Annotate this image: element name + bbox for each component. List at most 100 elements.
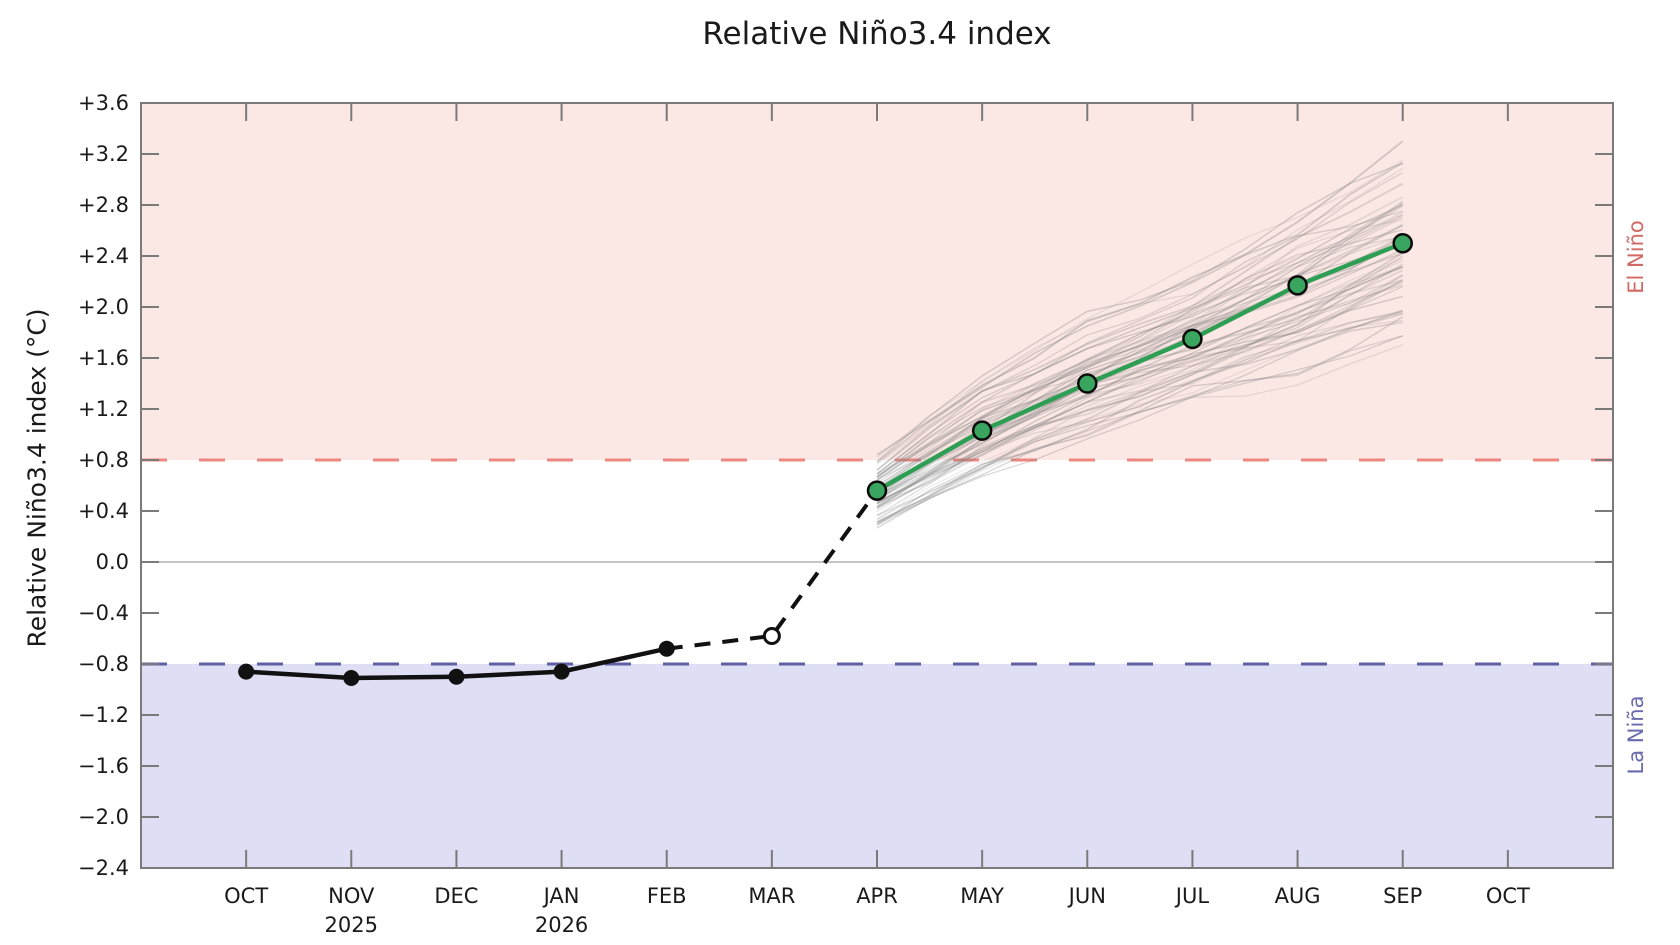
month-tick-label: JUL — [1174, 884, 1210, 908]
observed-point — [343, 670, 360, 687]
ensemble-member-line — [876, 263, 1404, 508]
ensemble-member-line — [876, 252, 1404, 500]
forecast-point — [1392, 233, 1413, 254]
ensemble-member-line — [876, 278, 1404, 503]
month-tick-label: FEB — [647, 884, 687, 908]
la-nina-region-label: La Niña — [1624, 695, 1648, 775]
ensemble-member-line — [876, 182, 1404, 471]
chart-title: Relative Niño3.4 index — [702, 16, 1052, 52]
la-nina-band — [141, 664, 1613, 868]
ensemble-member-line — [876, 266, 1404, 495]
month-tick-label: MAY — [960, 884, 1004, 908]
forecast-point — [1182, 328, 1203, 350]
forecast-point — [866, 480, 888, 501]
y-tick-label: +3.2 — [78, 142, 129, 166]
dashed-transition-line — [666, 489, 879, 651]
current-estimate-open-circle — [762, 626, 781, 645]
ensemble-member-line — [876, 321, 1403, 523]
forecast-mean-line — [874, 241, 1405, 493]
month-tick-label: DEC — [434, 884, 478, 908]
ensemble-member-line — [876, 257, 1403, 510]
y-tick-label: +0.4 — [78, 499, 129, 523]
ensemble-member-line — [876, 210, 1403, 475]
month-tick-label: JUN — [1067, 884, 1106, 908]
ensemble-member-line — [876, 310, 1403, 520]
ensemble-member-line — [876, 295, 1403, 505]
observed-point — [238, 663, 255, 680]
ensemble-member-line — [876, 255, 1404, 499]
y-tick-label: +2.4 — [78, 244, 129, 268]
month-tick-label: MAR — [748, 884, 795, 908]
ensemble-member-line — [876, 316, 1404, 529]
y-tick-label: −2.0 — [78, 805, 129, 829]
observed-point — [553, 663, 570, 680]
ensemble-member-line — [876, 284, 1403, 504]
y-tick-label: +1.2 — [78, 397, 129, 421]
month-tick-label: SEP — [1383, 884, 1422, 908]
y-tick-label: −1.6 — [78, 754, 129, 778]
y-tick-label: −2.4 — [78, 856, 129, 880]
y-axis-label: Relative Niño3.4 index (°C) — [22, 308, 52, 648]
ensemble-member-line — [876, 200, 1403, 487]
forecast-point — [1287, 275, 1308, 296]
forecast-point — [1077, 373, 1098, 394]
ensemble-member-line — [876, 286, 1403, 508]
ensemble-member-line — [876, 204, 1403, 475]
ensemble-member-line — [876, 214, 1403, 479]
ensemble-member-line — [876, 162, 1403, 462]
y-tick-label: 0.0 — [96, 550, 129, 574]
ensemble-member-line — [876, 280, 1404, 517]
ensemble-member-line — [876, 214, 1404, 478]
month-tick-label: APR — [856, 884, 898, 908]
y-tick-label: +2.8 — [78, 193, 129, 217]
ensemble-member-line — [876, 275, 1404, 510]
month-tick-label: OCT — [224, 884, 268, 908]
ensemble-member-line — [876, 218, 1403, 478]
ensemble-member-line — [876, 335, 1403, 526]
el-nino-region-label: El Niño — [1624, 220, 1648, 294]
el-nino-band — [141, 103, 1613, 460]
ensemble-member-line — [876, 236, 1403, 489]
ensemble-member-line — [876, 281, 1403, 504]
ensemble-member-line — [876, 196, 1404, 475]
ensemble-member-line — [876, 224, 1404, 481]
ensemble-member-line — [876, 251, 1404, 497]
ensemble-member-line — [876, 265, 1404, 508]
month-tick-label: AUG — [1275, 884, 1321, 908]
ensemble-member-line — [876, 311, 1403, 524]
y-tick-label: −1.2 — [78, 703, 129, 727]
ensemble-member-line — [876, 309, 1403, 520]
ensemble-member-line — [876, 269, 1404, 504]
year-tick-label: 2025 — [325, 913, 378, 937]
month-tick-label: JAN — [542, 884, 580, 908]
ensemble-member-line — [876, 335, 1403, 517]
ensemble-member-line — [876, 171, 1403, 471]
ensemble-member-line — [876, 274, 1403, 504]
y-tick-label: −0.8 — [78, 652, 129, 676]
ensemble-member-line — [876, 203, 1404, 479]
observed-point — [448, 668, 465, 685]
ensemble-member-line — [876, 223, 1404, 490]
month-tick-label: NOV — [328, 884, 375, 908]
ensemble-member-line — [876, 211, 1403, 482]
forecast-point — [971, 420, 993, 441]
y-tick-label: −0.4 — [78, 601, 129, 625]
ensemble-member-line — [876, 344, 1403, 524]
ensemble-member-line — [876, 167, 1404, 465]
y-tick-label: +3.6 — [78, 91, 129, 115]
ensemble-member-line — [876, 161, 1404, 464]
ensemble-member-line — [876, 310, 1403, 526]
y-tick-label: +2.0 — [78, 295, 129, 319]
ensemble-member-line — [876, 312, 1403, 524]
ensemble-member-line — [876, 159, 1403, 459]
y-tick-label: +1.6 — [78, 346, 129, 370]
ensemble-member-line — [876, 216, 1404, 485]
ensemble-member-line — [876, 201, 1403, 477]
ensemble-member-line — [876, 205, 1404, 481]
observed-point — [658, 640, 675, 657]
ensemble-member-line — [876, 319, 1403, 513]
month-tick-label: OCT — [1486, 884, 1530, 908]
ensemble-member-line — [876, 229, 1403, 487]
